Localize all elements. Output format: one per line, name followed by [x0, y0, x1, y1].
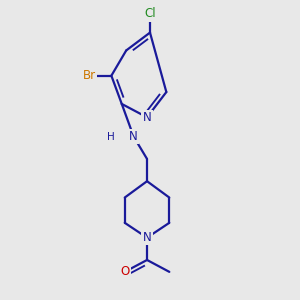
Text: Br: Br — [82, 69, 96, 82]
Text: N: N — [143, 111, 152, 124]
Text: N: N — [129, 130, 138, 143]
Text: H: H — [107, 132, 115, 142]
Text: N: N — [143, 231, 152, 244]
Text: Cl: Cl — [144, 8, 156, 20]
Text: O: O — [120, 266, 129, 278]
